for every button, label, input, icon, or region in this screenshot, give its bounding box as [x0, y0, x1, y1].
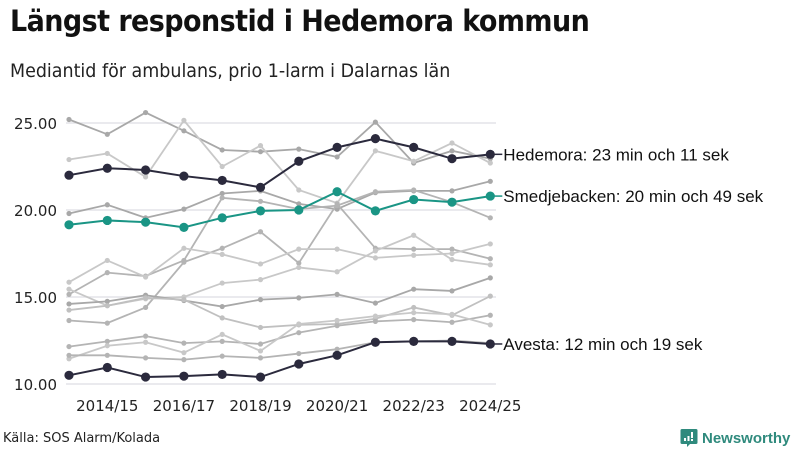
data-point [332, 142, 342, 152]
data-point [179, 371, 189, 381]
background-line [66, 241, 493, 285]
brand-name: Newsworthy [702, 429, 791, 447]
data-point [294, 156, 304, 166]
y-axis-labels: 10.00 15.00 20.00 25.00 [14, 115, 57, 394]
data-point [409, 194, 419, 205]
series-smedjebacken [64, 187, 495, 232]
background-line [66, 178, 493, 221]
y-gridlines [66, 122, 496, 385]
y-tick-label: 15.00 [14, 289, 57, 307]
data-point [217, 369, 227, 380]
data-point [64, 220, 74, 230]
x-tick-label: 2014/15 [76, 397, 138, 415]
bar-chart-logo-icon [680, 429, 698, 447]
series-hedemora [64, 134, 495, 192]
data-point [102, 163, 112, 173]
data-point [447, 197, 457, 207]
chart-title: Längst responstid i Hedemora kommun [10, 4, 590, 38]
data-point [370, 206, 380, 216]
data-point [255, 372, 266, 382]
x-tick-label: 2016/17 [153, 397, 215, 415]
data-point [370, 134, 380, 144]
y-tick-label: 10.00 [14, 376, 57, 394]
x-tick-label: 2022/23 [383, 397, 445, 415]
y-tick-label: 25.00 [14, 115, 57, 133]
background-line [66, 117, 493, 206]
data-point [141, 217, 151, 227]
background-line [66, 275, 493, 310]
data-point [217, 175, 227, 186]
data-point [141, 165, 151, 175]
background-series [66, 109, 493, 363]
background-line [66, 109, 493, 166]
data-point [332, 350, 342, 360]
data-point [332, 187, 342, 197]
highlight-series [64, 134, 495, 382]
y-tick-label: 20.00 [14, 202, 57, 220]
data-point [179, 222, 189, 232]
data-point [64, 370, 74, 380]
newsworthy-logo: Newsworthy [680, 428, 790, 448]
data-point [447, 154, 457, 164]
data-point [447, 336, 457, 346]
series-labels: Hedemora: 23 min och 11 sek Smedjebacken:… [490, 145, 764, 354]
x-tick-label: 2020/21 [306, 397, 368, 415]
x-tick-label: 2024/25 [459, 397, 521, 415]
series-avesta [64, 336, 495, 382]
data-point [141, 372, 151, 382]
data-point [102, 362, 112, 373]
data-point [102, 215, 112, 226]
data-point [179, 171, 189, 181]
data-point [64, 170, 74, 180]
data-point [255, 182, 266, 192]
data-point [370, 337, 380, 347]
series-label-avesta: Avesta: 12 min och 19 sek [503, 335, 703, 354]
series-label-smedjebacken: Smedjebacken: 20 min och 49 sek [503, 187, 763, 206]
data-point [217, 213, 227, 223]
data-point [255, 206, 266, 216]
chart-subtitle: Mediantid för ambulans, prio 1-larm i Da… [10, 60, 451, 82]
background-line [66, 310, 493, 362]
data-point [409, 336, 419, 346]
data-point [294, 359, 304, 369]
series-label-hedemora: Hedemora: 23 min och 11 sek [503, 145, 729, 164]
data-point [409, 142, 419, 152]
x-tick-label: 2018/19 [229, 397, 291, 415]
x-axis-labels: 2014/15 2016/17 2018/19 2020/21 2022/23 2024/… [76, 397, 521, 415]
background-line [66, 187, 493, 297]
source-note: Källa: SOS Alarm/Kolada [3, 431, 161, 446]
background-line [66, 201, 493, 326]
data-point [294, 205, 304, 215]
